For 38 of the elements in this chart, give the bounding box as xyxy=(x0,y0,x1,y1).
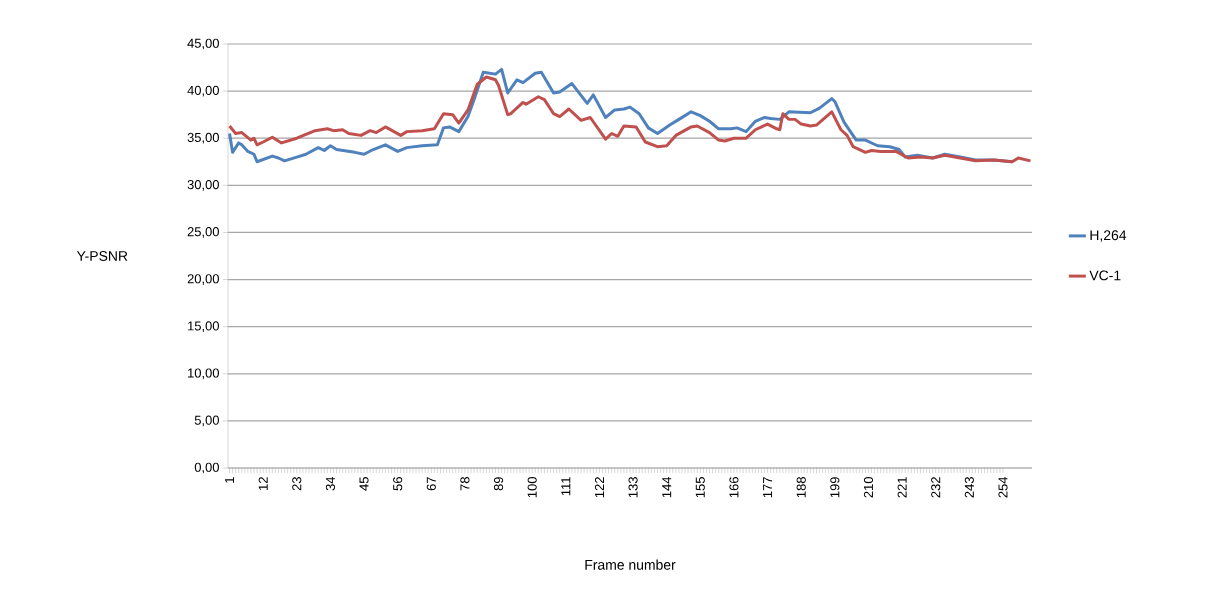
x-tick-label: 89 xyxy=(493,477,504,491)
x-tick-label: 100 xyxy=(527,477,537,498)
x-tick-label: 243 xyxy=(964,477,974,498)
x-tick-label: 254 xyxy=(998,476,1008,498)
x-tick-label: 122 xyxy=(594,477,604,498)
x-tick-label: 12 xyxy=(258,477,268,490)
x-tick-label: 232 xyxy=(931,477,941,498)
y-tick-label: 35,00 xyxy=(187,132,219,144)
y-tick-label: 25,00 xyxy=(187,227,219,238)
x-tick-label: 1 xyxy=(225,477,234,483)
x-tick-label: 23 xyxy=(292,477,302,491)
x-tick-label: 221 xyxy=(897,477,907,498)
x-axis-title: Frame number xyxy=(585,559,676,570)
x-tick-label: 188 xyxy=(796,477,806,498)
x-tick-label: 155 xyxy=(695,477,705,498)
y-tick-label: 30,00 xyxy=(187,179,219,191)
x-tick-label: 199 xyxy=(830,477,840,498)
y-tick-label: 20,00 xyxy=(187,274,219,285)
y-axis-title: Y-PSNR xyxy=(76,251,128,261)
x-tick-label: 166 xyxy=(729,477,739,498)
legend-label: VC-1 xyxy=(1089,270,1121,281)
x-tick-label: 45 xyxy=(359,477,369,491)
x-tick-label: 34 xyxy=(325,476,335,491)
x-tick-label: 210 xyxy=(863,477,874,498)
x-tick-label: 56 xyxy=(393,477,403,491)
x-tick-label: 177 xyxy=(763,477,773,498)
y-tick-label: 5,00 xyxy=(194,415,219,427)
legend-label: H,264 xyxy=(1090,230,1127,242)
x-tick-label: 67 xyxy=(426,477,436,491)
y-tick-label: 15,00 xyxy=(188,321,219,333)
y-tick-label: 0,00 xyxy=(194,462,219,474)
x-tick-label: 78 xyxy=(460,477,470,491)
y-tick-label: 10,00 xyxy=(188,368,219,380)
y-tick-label: 40,00 xyxy=(187,85,219,97)
x-tick-label: 144 xyxy=(662,476,672,498)
x-tick-label: 133 xyxy=(628,477,638,498)
x-tick-label: 111 xyxy=(561,477,571,496)
y-tick-label: 45,00 xyxy=(187,38,219,50)
